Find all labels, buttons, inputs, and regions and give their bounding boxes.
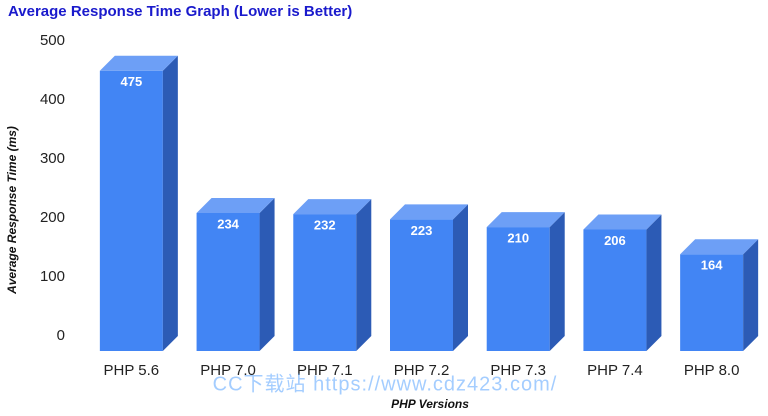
bar-side: [259, 197, 275, 351]
bar: [583, 229, 647, 351]
value-label: 206: [604, 233, 626, 248]
bar-side: [646, 214, 662, 351]
y-tick-label: 100: [40, 268, 65, 285]
bar-top: [293, 199, 372, 215]
y-tick-label: 200: [40, 209, 65, 226]
bar-top: [390, 204, 468, 220]
bar-side: [743, 239, 759, 351]
bar: [293, 214, 357, 351]
bar: [196, 212, 260, 351]
value-label: 475: [121, 74, 143, 89]
bar-side: [549, 212, 565, 351]
x-tick-label: PHP 7.2: [394, 362, 450, 379]
bar-top: [196, 197, 275, 213]
x-tick-label: PHP 7.3: [490, 362, 546, 379]
value-label: 232: [314, 218, 336, 233]
watermark: CC下载站 https://www.cdz423.com/: [213, 372, 558, 395]
y-tick-label: 300: [40, 150, 65, 167]
value-label: 210: [507, 231, 529, 246]
bar-top: [680, 239, 759, 255]
bar-top: [583, 214, 662, 230]
bar: [390, 219, 453, 351]
x-tick-label: PHP 7.1: [297, 362, 353, 379]
x-axis-title: PHP Versions: [391, 397, 469, 411]
y-tick-label: 400: [40, 91, 65, 108]
y-axis-title: Average Response Time (ms): [5, 126, 19, 295]
bar: [486, 227, 550, 351]
bar: [680, 254, 744, 351]
y-tick-label: 0: [57, 327, 65, 344]
bar-side: [356, 199, 372, 351]
x-tick-label: PHP 7.4: [587, 362, 643, 379]
bar-side: [453, 204, 468, 351]
bar-top: [99, 55, 178, 71]
bar-side: [162, 55, 178, 351]
x-tick-label: PHP 5.6: [104, 362, 160, 379]
x-tick-label: PHP 7.0: [200, 362, 256, 379]
y-tick-label: 500: [40, 32, 65, 49]
bar-top: [486, 212, 565, 228]
value-label: 164: [701, 258, 723, 273]
x-tick-label: PHP 8.0: [684, 362, 740, 379]
chart-title: Average Response Time Graph (Lower is Be…: [8, 3, 352, 20]
value-label: 223: [411, 223, 433, 238]
bar: [99, 70, 163, 351]
value-label: 234: [217, 216, 239, 231]
